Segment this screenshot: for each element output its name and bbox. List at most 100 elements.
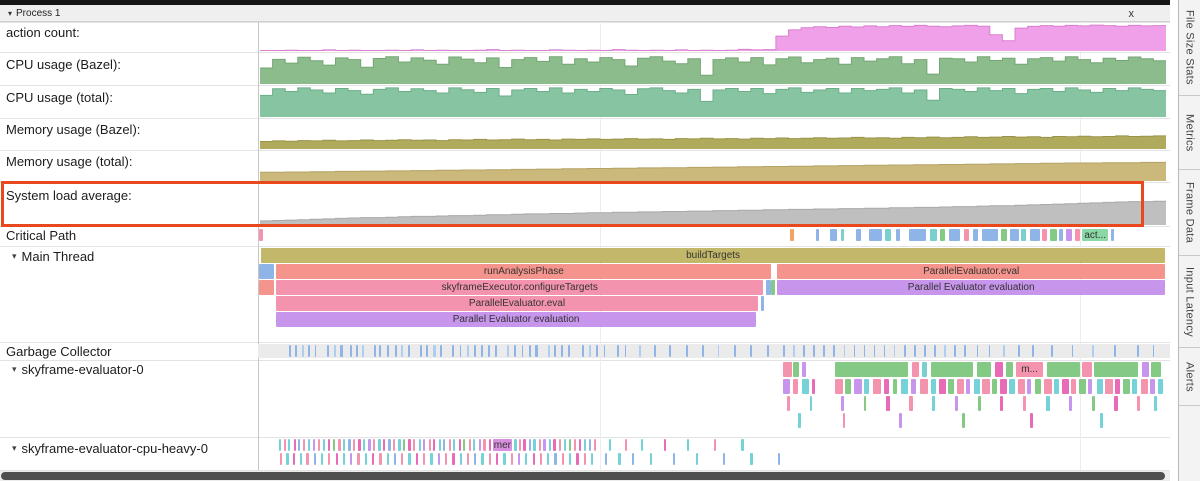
- slice[interactable]: [338, 439, 341, 451]
- slice[interactable]: [723, 453, 726, 465]
- slice[interactable]: [1021, 229, 1026, 241]
- slice[interactable]: [258, 229, 263, 241]
- slice[interactable]: [458, 439, 461, 451]
- slice[interactable]: [437, 453, 440, 465]
- slice[interactable]: [921, 362, 928, 377]
- slice[interactable]: [466, 453, 470, 465]
- slice[interactable]: [503, 453, 506, 465]
- slice[interactable]: [885, 229, 891, 241]
- counter-chart-sys-load[interactable]: [260, 184, 1166, 225]
- slice[interactable]: [845, 379, 851, 394]
- slice[interactable]: [854, 379, 862, 394]
- counter-chart-mem-bazel[interactable]: [260, 120, 1166, 149]
- slice[interactable]: [289, 345, 291, 357]
- slice[interactable]: [328, 453, 331, 465]
- slice[interactable]: [1149, 379, 1156, 394]
- slice[interactable]: [954, 396, 958, 411]
- slice[interactable]: [444, 453, 448, 465]
- slice[interactable]: [408, 345, 411, 357]
- slice[interactable]: [1046, 362, 1080, 377]
- slice[interactable]: [717, 345, 720, 357]
- slice[interactable]: [561, 453, 564, 465]
- slice[interactable]: [1005, 362, 1014, 377]
- slice[interactable]: [1123, 379, 1130, 394]
- slice[interactable]: [1105, 379, 1114, 394]
- slice[interactable]: [568, 345, 570, 357]
- slice[interactable]: [474, 453, 477, 465]
- slice[interactable]: [573, 439, 576, 451]
- slice[interactable]: [766, 345, 769, 357]
- slice[interactable]: [641, 439, 644, 451]
- slice[interactable]: [314, 345, 317, 357]
- slice[interactable]: [1094, 362, 1139, 377]
- slice[interactable]: ParallelEvaluator.eval: [276, 296, 758, 311]
- slice[interactable]: [379, 453, 382, 465]
- tab-alerts[interactable]: Alerts: [1179, 348, 1200, 406]
- slice[interactable]: [538, 439, 542, 451]
- slice[interactable]: [532, 453, 535, 465]
- slice[interactable]: [463, 439, 466, 451]
- slice[interactable]: [430, 453, 433, 465]
- slice[interactable]: [892, 379, 898, 394]
- slice[interactable]: [1000, 379, 1007, 394]
- slice[interactable]: [803, 345, 806, 357]
- slice[interactable]: [514, 345, 517, 357]
- slice[interactable]: [1075, 229, 1080, 241]
- slice[interactable]: [340, 345, 343, 357]
- slice[interactable]: [872, 379, 881, 394]
- slice[interactable]: [1051, 345, 1054, 357]
- slice[interactable]: [593, 439, 596, 451]
- slice[interactable]: [863, 396, 867, 411]
- slice[interactable]: [288, 439, 291, 451]
- slice[interactable]: [1140, 379, 1149, 394]
- slice[interactable]: [1158, 379, 1163, 394]
- slice[interactable]: [487, 345, 490, 357]
- slice[interactable]: [453, 439, 456, 451]
- slice[interactable]: [982, 379, 991, 394]
- slice[interactable]: [535, 345, 538, 357]
- slice[interactable]: [523, 439, 526, 451]
- track-header-skyframe-evaluator-0[interactable]: ▾ skyframe-evaluator-0: [12, 362, 144, 377]
- slice[interactable]: [433, 439, 436, 451]
- slice[interactable]: [956, 379, 964, 394]
- gc-track[interactable]: [258, 344, 1170, 358]
- slice[interactable]: [1099, 413, 1103, 428]
- slice[interactable]: [481, 453, 484, 465]
- slice[interactable]: [514, 439, 517, 451]
- slice[interactable]: [401, 345, 403, 357]
- slice[interactable]: [378, 439, 381, 451]
- slice[interactable]: [603, 345, 606, 357]
- slice[interactable]: [1054, 379, 1059, 394]
- slice[interactable]: [495, 345, 497, 357]
- slice[interactable]: [801, 379, 809, 394]
- slice[interactable]: [1150, 362, 1161, 377]
- slice[interactable]: [408, 453, 411, 465]
- slice[interactable]: [372, 453, 375, 465]
- slice[interactable]: [624, 439, 627, 451]
- slice[interactable]: [299, 453, 303, 465]
- slice[interactable]: [438, 439, 441, 451]
- slice[interactable]: [322, 439, 326, 451]
- slice[interactable]: [539, 453, 543, 465]
- counter-chart-action-count[interactable]: [260, 24, 1166, 51]
- skyframe-evaluator-0-track[interactable]: m...: [258, 360, 1170, 436]
- slice[interactable]: [911, 362, 920, 377]
- slice[interactable]: [483, 439, 486, 451]
- slice[interactable]: [783, 362, 792, 377]
- slice[interactable]: [327, 345, 330, 357]
- slice[interactable]: [765, 280, 771, 295]
- slice[interactable]: [1097, 379, 1104, 394]
- tab-file-size-stats[interactable]: File Size Stats: [1179, 0, 1200, 96]
- slice[interactable]: [506, 345, 509, 357]
- slice[interactable]: [488, 439, 491, 451]
- slice[interactable]: [977, 396, 982, 411]
- slice[interactable]: buildTargets: [260, 248, 1166, 263]
- slice[interactable]: [350, 453, 353, 465]
- slice[interactable]: [931, 379, 936, 394]
- slice[interactable]: [350, 345, 352, 357]
- slice[interactable]: [856, 229, 861, 241]
- slice[interactable]: [521, 345, 524, 357]
- slice[interactable]: [332, 439, 336, 451]
- slice[interactable]: [816, 229, 819, 241]
- slice[interactable]: [408, 439, 411, 451]
